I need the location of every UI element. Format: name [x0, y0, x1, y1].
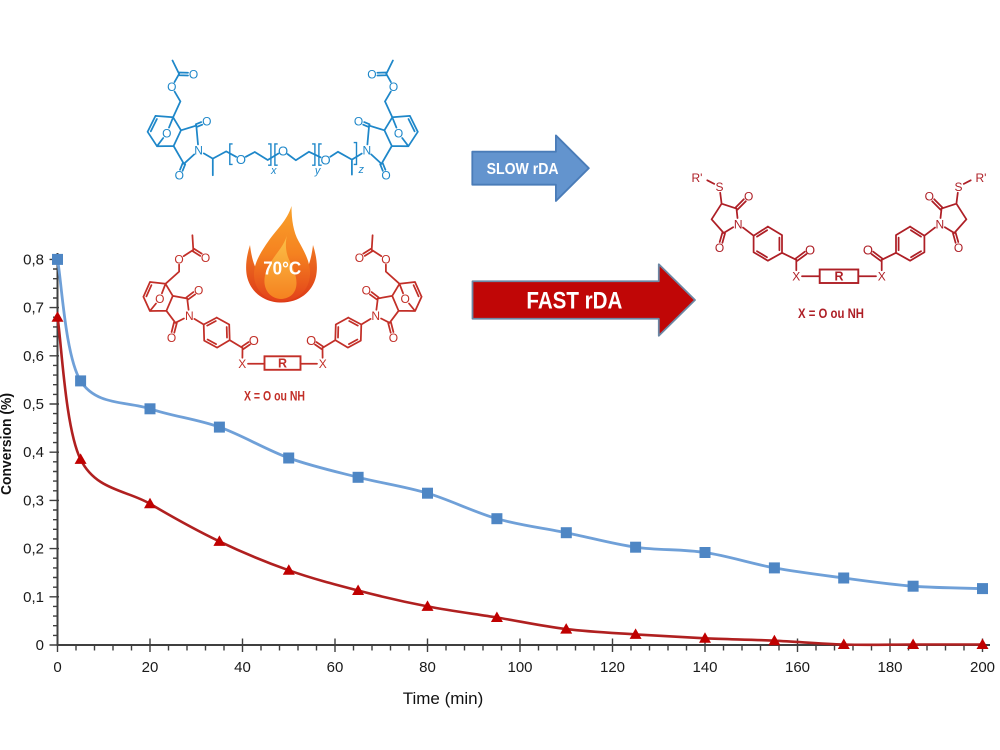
svg-text:FAST rDA: FAST rDA	[526, 288, 622, 315]
svg-text:y: y	[314, 165, 322, 177]
svg-text:0,4: 0,4	[23, 444, 44, 461]
svg-text:180: 180	[877, 659, 902, 676]
svg-text:O: O	[175, 169, 184, 183]
svg-text:O: O	[162, 127, 171, 141]
svg-text:O: O	[715, 241, 724, 255]
svg-text:160: 160	[785, 659, 810, 676]
svg-text:O: O	[155, 292, 164, 306]
svg-text:70°C: 70°C	[263, 258, 301, 279]
svg-text:80: 80	[419, 659, 436, 676]
svg-text:O: O	[249, 333, 259, 348]
svg-text:O: O	[321, 152, 331, 167]
svg-text:O: O	[925, 190, 934, 204]
svg-text:0,8: 0,8	[23, 251, 44, 268]
svg-text:O: O	[174, 252, 183, 266]
svg-text:O: O	[202, 115, 211, 129]
svg-text:X = O ou NH: X = O ou NH	[244, 389, 305, 404]
svg-text:O: O	[389, 80, 398, 94]
svg-text:R: R	[278, 356, 287, 370]
svg-text:0,2: 0,2	[23, 541, 44, 558]
svg-text:100: 100	[507, 659, 532, 676]
svg-text:N: N	[734, 217, 743, 231]
svg-text:X: X	[878, 270, 886, 284]
svg-text:40: 40	[234, 659, 251, 676]
svg-text:200: 200	[970, 659, 995, 676]
svg-text:O: O	[354, 115, 363, 129]
svg-text:O: O	[954, 241, 963, 255]
svg-text:N: N	[194, 144, 203, 158]
svg-text:140: 140	[692, 659, 717, 676]
svg-text:O: O	[394, 127, 403, 141]
svg-text:O: O	[381, 252, 390, 266]
svg-text:120: 120	[600, 659, 625, 676]
svg-text:O: O	[744, 190, 753, 204]
svg-text:X = O ou NH: X = O ou NH	[798, 306, 864, 321]
svg-text:S: S	[954, 180, 962, 194]
svg-text:O: O	[362, 283, 371, 297]
svg-text:20: 20	[142, 659, 159, 676]
svg-text:X: X	[319, 357, 327, 371]
svg-text:N: N	[185, 309, 194, 323]
svg-text:O: O	[355, 251, 364, 265]
svg-text:0,1: 0,1	[23, 589, 44, 606]
svg-text:O: O	[389, 331, 398, 345]
svg-text:60: 60	[327, 659, 344, 676]
svg-text:0,3: 0,3	[23, 492, 44, 509]
svg-text:0,5: 0,5	[23, 396, 44, 413]
svg-text:N: N	[362, 144, 371, 158]
svg-text:O: O	[278, 143, 288, 158]
svg-text:x: x	[270, 165, 277, 177]
svg-text:N: N	[935, 217, 944, 231]
svg-text:O: O	[805, 242, 815, 257]
svg-text:O: O	[189, 68, 198, 82]
svg-text:O: O	[236, 152, 246, 167]
svg-text:R': R'	[976, 171, 987, 185]
svg-text:0: 0	[36, 637, 44, 654]
svg-text:N: N	[371, 309, 380, 323]
svg-text:X: X	[792, 270, 800, 284]
svg-text:SLOW rDA: SLOW rDA	[487, 161, 559, 178]
svg-text:R': R'	[692, 171, 703, 185]
svg-text:S: S	[715, 180, 723, 194]
svg-text:O: O	[367, 68, 376, 82]
svg-text:O: O	[201, 251, 210, 265]
svg-text:0,7: 0,7	[23, 300, 44, 317]
svg-text:0: 0	[53, 659, 61, 676]
svg-text:O: O	[863, 242, 873, 257]
svg-text:z: z	[358, 164, 365, 176]
svg-text:X: X	[238, 357, 246, 371]
svg-text:O: O	[381, 169, 390, 183]
svg-text:O: O	[306, 333, 316, 348]
svg-text:Conversion (%): Conversion (%)	[0, 393, 15, 495]
svg-text:Time (min): Time (min)	[403, 689, 484, 708]
svg-text:O: O	[401, 292, 410, 306]
svg-text:O: O	[194, 283, 203, 297]
svg-text:O: O	[167, 331, 176, 345]
svg-text:R: R	[834, 269, 843, 283]
svg-text:O: O	[167, 80, 176, 94]
svg-text:0,6: 0,6	[23, 348, 44, 365]
